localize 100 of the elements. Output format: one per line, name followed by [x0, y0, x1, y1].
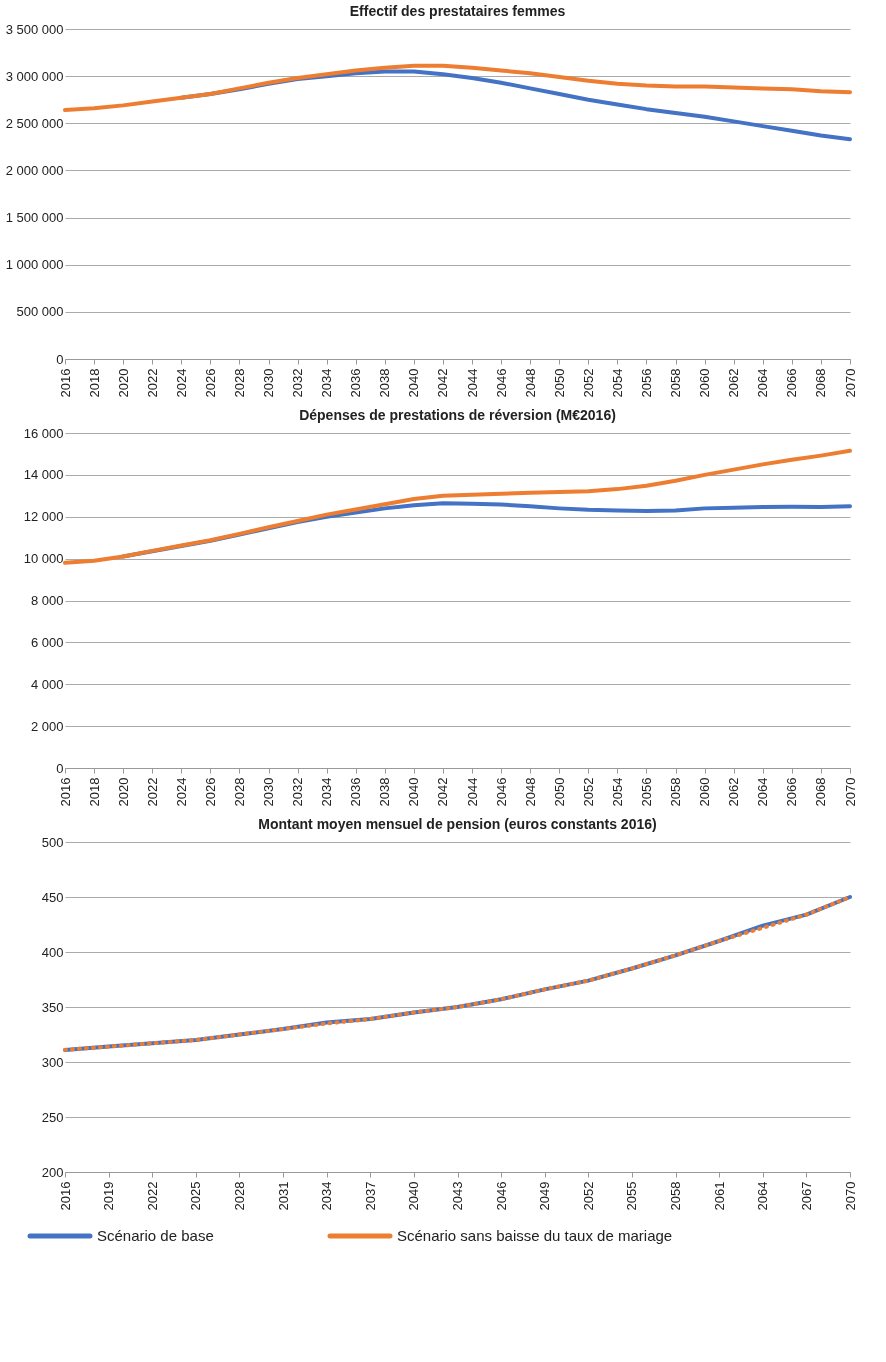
x-tick-label: 2060 [697, 368, 713, 398]
y-tick-label: 12 000 [23, 509, 64, 525]
x-tick-label: 2016 [57, 368, 73, 398]
x-tick-label: 2052 [580, 1181, 596, 1211]
x-tick-label: 2018 [86, 368, 102, 398]
x-tick-label: 2050 [551, 777, 567, 807]
y-tick-label: 3 500 000 [5, 21, 64, 37]
y-tick-label: 500 000 [16, 304, 64, 320]
x-tick-label: 2020 [115, 368, 131, 398]
y-tick-label: 200 [41, 1164, 64, 1180]
x-tick-label: 2034 [319, 777, 335, 807]
x-tick-label: 2046 [493, 1181, 509, 1211]
x-tick-label: 2046 [493, 777, 509, 807]
x-tick-label: 2024 [173, 777, 189, 807]
x-tick-label: 2038 [377, 368, 393, 398]
x-tick-label: 2032 [290, 777, 306, 807]
x-tick-label: 2044 [464, 368, 480, 398]
x-tick-label: 2056 [638, 777, 654, 807]
y-tick-label: 4 000 [30, 676, 64, 692]
x-tick-label: 2064 [755, 1181, 771, 1211]
y-tick-label: 1 500 000 [5, 210, 64, 226]
x-tick-label: 2026 [202, 777, 218, 807]
x-tick-label: 2054 [609, 777, 625, 807]
x-tick-label: 2066 [784, 777, 800, 807]
x-tick-label: 2070 [842, 1181, 858, 1211]
x-tick-label: 2030 [261, 368, 277, 398]
x-tick-label: 2016 [57, 777, 73, 807]
x-tick-label: 2058 [668, 1181, 684, 1211]
y-tick-label: 10 000 [23, 551, 64, 567]
x-tick-label: 2061 [711, 1181, 727, 1211]
y-tick-label: 250 [41, 1109, 64, 1125]
chart-title: Effectif des prestataires femmes [349, 3, 566, 19]
x-tick-label: 2062 [726, 368, 742, 398]
x-tick-label: 2068 [813, 777, 829, 807]
x-tick-label: 2030 [261, 777, 277, 807]
x-tick-label: 2034 [319, 368, 335, 398]
x-tick-label: 2040 [406, 777, 422, 807]
y-tick-label: 500 [41, 834, 64, 850]
x-tick-label: 2066 [784, 368, 800, 398]
y-tick-label: 3 000 000 [5, 68, 64, 84]
x-tick-label: 2022 [144, 1181, 160, 1211]
x-tick-label: 2064 [755, 777, 771, 807]
x-tick-label: 2042 [435, 368, 451, 398]
y-tick-label: 0 [56, 351, 64, 367]
y-tick-label: 400 [41, 944, 64, 960]
x-tick-label: 2054 [609, 368, 625, 398]
x-tick-label: 2064 [755, 368, 771, 398]
x-tick-label: 2060 [697, 777, 713, 807]
x-tick-label: 2067 [798, 1181, 814, 1211]
x-tick-label: 2036 [348, 368, 364, 398]
x-tick-label: 2016 [57, 1181, 73, 1211]
y-tick-label: 300 [41, 1054, 64, 1070]
x-tick-label: 2037 [362, 1181, 378, 1211]
x-tick-label: 2040 [406, 368, 422, 398]
x-tick-label: 2028 [231, 1181, 247, 1211]
x-tick-label: 2022 [144, 777, 160, 807]
x-tick-label: 2056 [638, 368, 654, 398]
x-tick-label: 2019 [101, 1181, 117, 1211]
y-tick-label: 450 [41, 889, 64, 905]
x-tick-label: 2024 [173, 368, 189, 398]
x-tick-label: 2040 [406, 1181, 422, 1211]
x-tick-label: 2022 [144, 368, 160, 398]
y-tick-label: 0 [56, 760, 64, 776]
x-tick-label: 2046 [493, 368, 509, 398]
x-tick-label: 2048 [522, 777, 538, 807]
x-tick-label: 2028 [231, 368, 247, 398]
x-tick-label: 2025 [188, 1181, 204, 1211]
x-tick-label: 2058 [668, 777, 684, 807]
x-tick-label: 2062 [726, 777, 742, 807]
y-tick-label: 14 000 [23, 467, 64, 483]
x-tick-label: 2070 [842, 777, 858, 807]
x-tick-label: 2020 [115, 777, 131, 807]
y-tick-label: 2 500 000 [5, 115, 64, 131]
x-tick-label: 2052 [580, 368, 596, 398]
x-tick-label: 2043 [450, 1181, 465, 1211]
x-tick-label: 2049 [537, 1181, 553, 1211]
legend-label: Scénario de base [97, 1227, 214, 1244]
chart-title: Montant moyen mensuel de pension (euros constants 2016) [258, 816, 657, 832]
y-tick-label: 1 000 000 [5, 257, 64, 273]
y-tick-label: 8 000 [30, 593, 64, 608]
x-tick-label: 2032 [290, 368, 306, 398]
x-tick-label: 2031 [275, 1181, 291, 1211]
x-tick-label: 2050 [551, 368, 567, 398]
x-tick-label: 2018 [86, 777, 102, 807]
x-tick-label: 2026 [202, 368, 218, 398]
chart-title: Dépenses de prestations de réversion (M€2016) [299, 407, 616, 423]
x-tick-label: 2034 [319, 1181, 335, 1211]
y-tick-label: 16 000 [23, 425, 64, 441]
x-tick-label: 2070 [842, 368, 858, 398]
y-tick-label: 2 000 [30, 718, 64, 734]
y-tick-label: 350 [41, 999, 64, 1015]
x-tick-label: 2042 [435, 777, 451, 807]
x-tick-label: 2055 [624, 1181, 640, 1211]
x-tick-label: 2058 [668, 368, 684, 398]
x-tick-label: 2038 [377, 777, 393, 807]
x-tick-label: 2048 [522, 368, 538, 398]
x-tick-label: 2068 [813, 368, 829, 398]
y-tick-label: 6 000 [30, 634, 64, 650]
x-tick-label: 2028 [231, 777, 247, 807]
x-tick-label: 2052 [580, 777, 596, 807]
